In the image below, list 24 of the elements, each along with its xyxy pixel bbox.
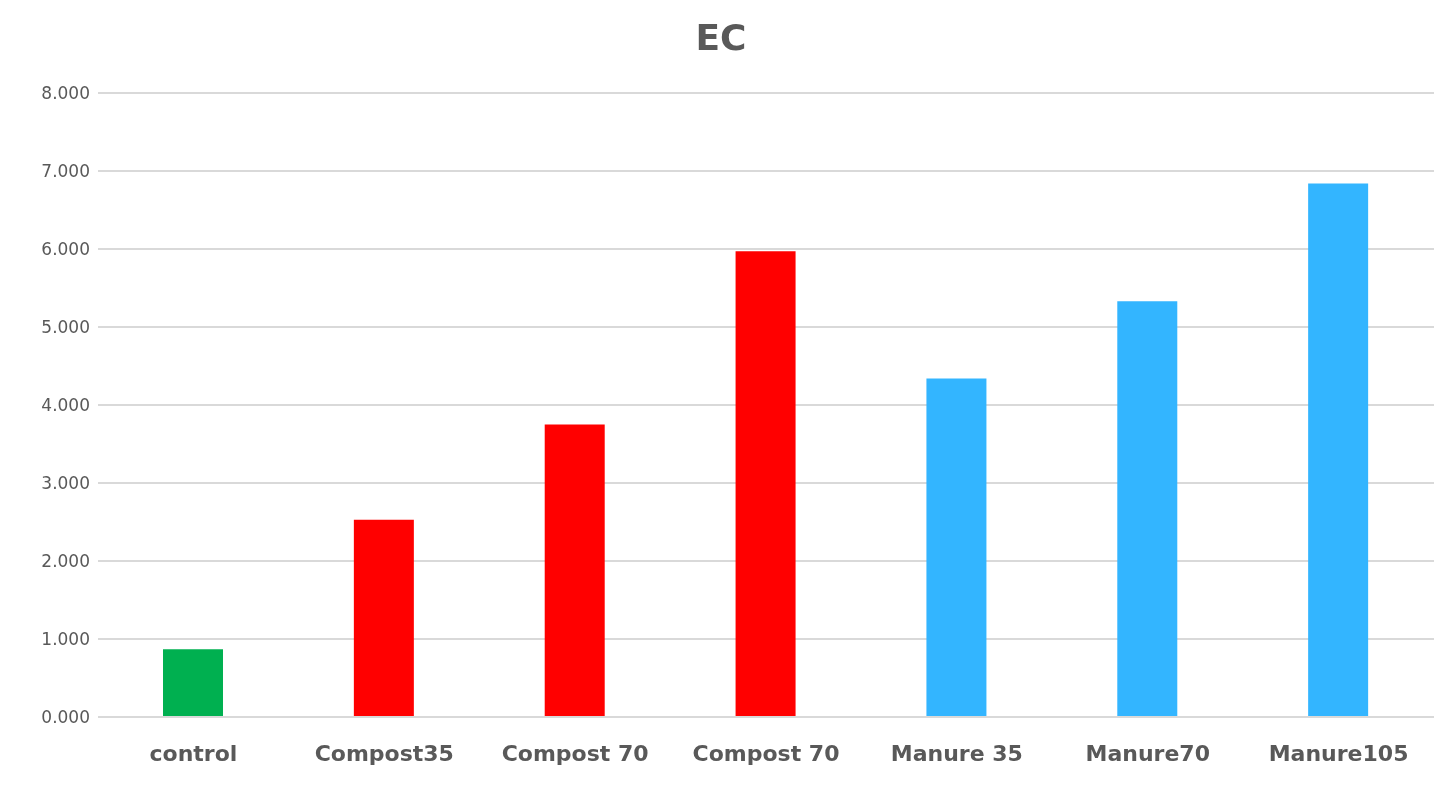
chart-title: EC: [694, 16, 748, 60]
bar: [735, 251, 796, 717]
y-tick-label: 4.000: [41, 395, 90, 416]
x-tick-label: Manure 35: [890, 740, 1023, 766]
y-tick-label: 5.000: [41, 317, 90, 338]
x-tick-label: control: [149, 740, 238, 766]
bar: [1117, 301, 1178, 717]
x-tick-label: Manure105: [1268, 740, 1409, 766]
y-tick-label: 7.000: [41, 161, 90, 182]
x-tick-label: Compost35: [314, 740, 454, 766]
y-tick-label: 3.000: [41, 473, 90, 494]
x-tick-label: Compost 70: [692, 740, 840, 766]
y-tick-label: 2.000: [41, 551, 90, 572]
bar: [926, 378, 987, 717]
bar: [353, 519, 414, 717]
bar: [544, 424, 605, 717]
y-tick-label: 6.000: [41, 239, 90, 260]
x-tick-label: Manure70: [1085, 740, 1210, 766]
bar: [1308, 183, 1369, 717]
y-tick-label: 1.000: [41, 629, 90, 650]
bar: [163, 649, 223, 717]
y-tick-label: 8.000: [41, 83, 90, 104]
x-tick-label: Compost 70: [501, 740, 649, 766]
y-tick-label: 0.000: [41, 707, 90, 728]
